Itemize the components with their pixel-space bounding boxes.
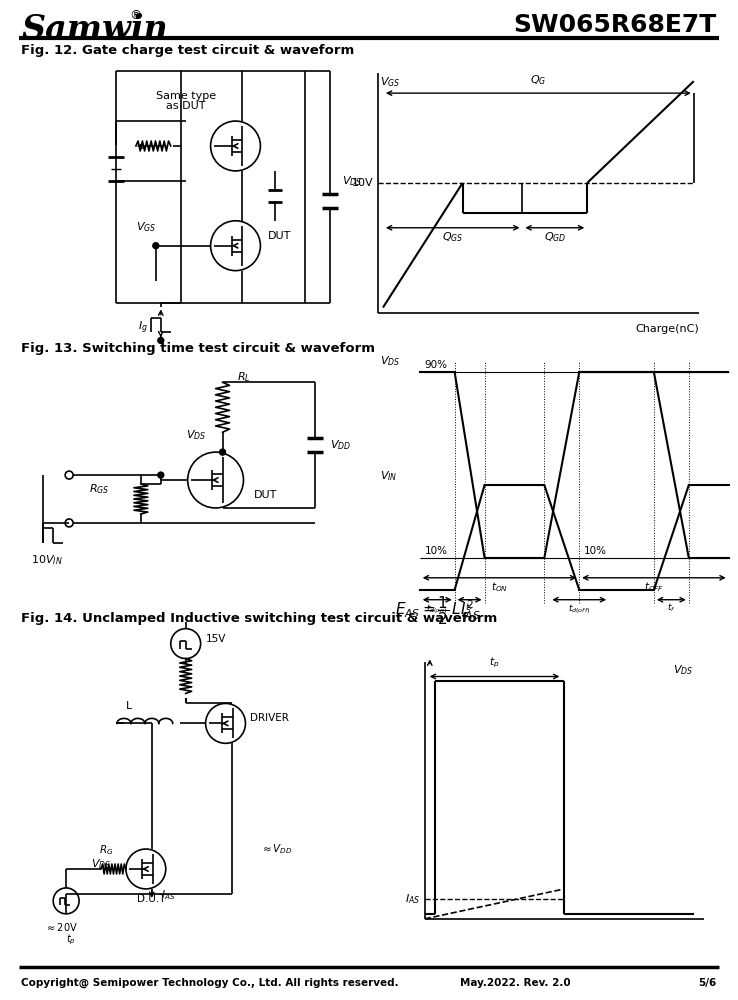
Text: $I_{AS}$: $I_{AS}$: [404, 892, 420, 906]
Text: Fig. 13. Switching time test circuit & waveform: Fig. 13. Switching time test circuit & w…: [21, 342, 376, 355]
Text: DUT: DUT: [267, 231, 291, 241]
Text: $V_{GS}$: $V_{GS}$: [380, 75, 400, 89]
Text: L: L: [126, 701, 132, 711]
Text: $V_{DS}$: $V_{DS}$: [342, 174, 362, 188]
Text: Fig. 12. Gate charge test circuit & waveform: Fig. 12. Gate charge test circuit & wave…: [21, 44, 354, 57]
Circle shape: [158, 472, 164, 478]
Text: D.U.T: D.U.T: [137, 894, 165, 904]
Text: $V_{GS}$: $V_{GS}$: [136, 220, 156, 234]
Text: Fig. 14. Unclamped Inductive switching test circuit & waveform: Fig. 14. Unclamped Inductive switching t…: [21, 612, 497, 625]
Text: DRIVER: DRIVER: [250, 713, 289, 723]
Circle shape: [153, 243, 159, 249]
Text: 90%: 90%: [425, 360, 448, 370]
Text: $\approx$20V: $\approx$20V: [45, 921, 77, 933]
Circle shape: [126, 849, 166, 889]
Text: 5/6: 5/6: [698, 978, 717, 988]
Circle shape: [210, 121, 261, 171]
Text: DUT: DUT: [253, 490, 277, 500]
Text: $t_{d(off)}$: $t_{d(off)}$: [568, 602, 590, 616]
Circle shape: [220, 449, 226, 455]
Text: SW065R68E7T: SW065R68E7T: [514, 13, 717, 37]
Circle shape: [65, 519, 73, 527]
Text: Charge(nC): Charge(nC): [635, 324, 699, 334]
Text: Copyright@ Semipower Technology Co., Ltd. All rights reserved.: Copyright@ Semipower Technology Co., Ltd…: [21, 978, 399, 988]
Text: $t_{d(on)}$: $t_{d(on)}$: [427, 602, 448, 616]
Text: as DUT: as DUT: [166, 101, 205, 111]
Text: $R_G$: $R_G$: [99, 843, 113, 857]
Text: $t_{OFF}$: $t_{OFF}$: [644, 580, 664, 594]
Text: $E_{AS} = \dfrac{1}{2}\, L I_{AS}^{2}$: $E_{AS} = \dfrac{1}{2}\, L I_{AS}^{2}$: [395, 594, 480, 627]
Text: $10V_{IN}$: $10V_{IN}$: [31, 553, 63, 567]
Circle shape: [187, 452, 244, 508]
Circle shape: [65, 471, 73, 479]
Circle shape: [53, 888, 79, 914]
Text: May.2022. Rev. 2.0: May.2022. Rev. 2.0: [460, 978, 570, 988]
Text: $\approx V_{DD}$: $\approx V_{DD}$: [261, 842, 293, 856]
Circle shape: [158, 337, 164, 343]
Text: $t_p$: $t_p$: [489, 655, 500, 670]
Text: $t_f$: $t_f$: [667, 602, 676, 614]
Circle shape: [206, 703, 246, 743]
Text: 10V: 10V: [351, 178, 373, 188]
Text: Samwin: Samwin: [21, 13, 168, 46]
Text: $V_{DS}$: $V_{DS}$: [380, 354, 400, 368]
Text: $t_r$: $t_r$: [466, 602, 474, 614]
Text: $t_p$: $t_p$: [66, 933, 76, 947]
Text: $V_{DD}$: $V_{DD}$: [330, 438, 351, 452]
Text: $V_{IN}$: $V_{IN}$: [380, 469, 398, 483]
Text: 10%: 10%: [425, 546, 448, 556]
Text: $Q_{GD}$: $Q_{GD}$: [544, 230, 566, 244]
Text: $R_{GS}$: $R_{GS}$: [89, 482, 109, 496]
Text: 10%: 10%: [584, 546, 607, 556]
Text: Same type: Same type: [156, 91, 215, 101]
Text: 15V: 15V: [206, 634, 226, 644]
Circle shape: [210, 221, 261, 271]
Text: $t_{ON}$: $t_{ON}$: [491, 580, 508, 594]
Text: $V_{DS}$: $V_{DS}$: [91, 857, 111, 871]
Text: ®: ®: [129, 9, 142, 22]
Text: $R_L$: $R_L$: [238, 370, 251, 384]
Circle shape: [170, 629, 201, 659]
Text: $V_{DS}$: $V_{DS}$: [674, 664, 694, 677]
Text: $I_g$: $I_g$: [138, 319, 148, 336]
Text: $Q_{GS}$: $Q_{GS}$: [442, 230, 463, 244]
Text: $I_{AS}$: $I_{AS}$: [161, 888, 175, 902]
Text: $V_{DS}$: $V_{DS}$: [186, 428, 206, 442]
Text: $Q_G$: $Q_G$: [530, 73, 547, 87]
